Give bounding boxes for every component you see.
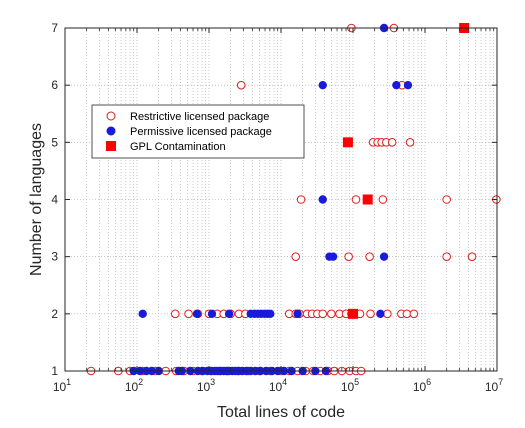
legend: Restrictive licensed package Permissive …: [91, 104, 305, 159]
permissive-point: [379, 252, 389, 261]
restrictive-point: [236, 80, 246, 90]
restrictive-point: [351, 195, 361, 204]
restrictive-point: [442, 195, 451, 204]
permissive-point: [392, 80, 401, 90]
restrictive-point: [378, 195, 388, 204]
y-axis-label: Number of languages: [28, 123, 45, 276]
gpl-contamination-point: [362, 194, 373, 205]
legend-box: [91, 104, 305, 159]
x-tick-exponent: 6: [426, 377, 431, 387]
gpl-contamination-point: [348, 308, 358, 319]
x-tick-exponent: 7: [498, 377, 503, 387]
restrictive-point: [467, 252, 477, 261]
restrictive-point: [383, 309, 392, 319]
restrictive-point: [291, 252, 300, 261]
gpl-contamination-point: [342, 137, 353, 148]
legend-label-restrictive: Restrictive licensed package: [130, 111, 269, 123]
restrictive-point: [442, 252, 451, 261]
y-tick-label: 5: [51, 135, 58, 149]
x-tick-exponent: 1: [66, 377, 71, 387]
permissive-point: [376, 309, 385, 319]
legend-label-gpl: GPL Contamination: [130, 141, 226, 153]
permissive-point: [207, 309, 217, 319]
restrictive-point: [405, 138, 415, 147]
restrictive-point: [365, 252, 374, 261]
x-tick-label: 105: [341, 377, 359, 394]
legend-marker-restrictive: [106, 111, 116, 121]
y-tick-label: 3: [51, 250, 58, 264]
restrictive-point: [318, 309, 328, 319]
restrictive-point: [184, 309, 193, 319]
y-tick-label: 1: [51, 364, 58, 378]
restrictive-point: [296, 195, 306, 204]
y-tick-label: 7: [51, 21, 58, 35]
permissive-point: [293, 309, 302, 319]
restrictive-point: [170, 309, 180, 319]
restrictive-point: [409, 309, 419, 319]
restrictive-point: [366, 309, 375, 319]
permissive-point: [138, 309, 147, 319]
permissive-point: [318, 80, 327, 90]
permissive-point: [192, 309, 202, 319]
restrictive-point: [402, 309, 412, 319]
x-tick-exponent: 5: [354, 377, 359, 387]
x-axis-label: Total lines of code: [217, 404, 345, 421]
legend-marker-permissive: [106, 126, 116, 136]
x-tick-label: 107: [485, 377, 503, 394]
x-tick-label: 106: [413, 377, 431, 394]
restrictive-point: [327, 309, 336, 319]
y-tick-label: 6: [51, 78, 58, 92]
permissive-point: [328, 252, 338, 261]
y-tick-label: 2: [51, 307, 58, 321]
x-tick-exponent: 3: [210, 377, 215, 387]
x-tick-label: 102: [125, 377, 143, 394]
y-tick-label: 4: [51, 193, 58, 207]
x-tick-label: 101: [53, 377, 71, 394]
legend-marker-gpl: [106, 141, 116, 151]
legend-label-permissive: Permissive licensed package: [130, 126, 272, 138]
restrictive-point: [344, 252, 353, 261]
x-tick-label: 103: [197, 377, 215, 394]
permissive-point: [403, 80, 413, 90]
x-tick-label: 104: [269, 377, 287, 394]
permissive-point: [224, 309, 234, 319]
x-tick-exponent: 4: [282, 377, 287, 387]
x-tick-exponent: 2: [138, 377, 143, 387]
permissive-point: [318, 195, 327, 204]
permissive-point: [266, 309, 275, 319]
restrictive-point: [387, 138, 397, 147]
